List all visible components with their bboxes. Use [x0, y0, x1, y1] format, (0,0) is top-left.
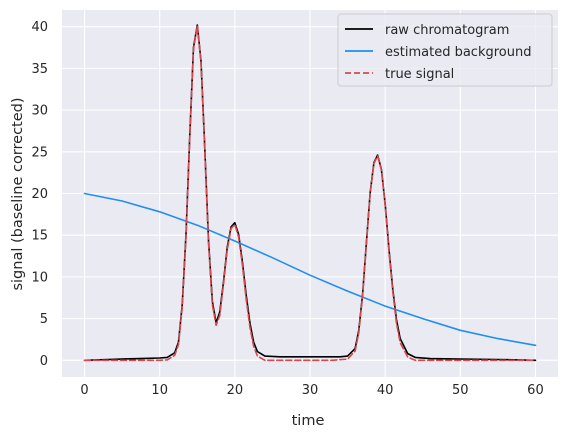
legend-box	[337, 13, 553, 87]
x-tick-label: 60	[527, 383, 544, 398]
legend-label-estimated-background: estimated background	[385, 45, 531, 60]
y-tick-labels: 0 5 10 15 20 25 30 35 40	[31, 20, 48, 369]
y-tick-label: 20	[31, 187, 48, 202]
x-tick-label: 10	[151, 383, 168, 398]
legend-label-true-signal: true signal	[385, 67, 454, 82]
y-tick-label: 10	[31, 270, 48, 285]
x-tick-label: 40	[377, 383, 394, 398]
y-tick-label: 35	[31, 62, 48, 77]
y-tick-label: 15	[31, 229, 48, 244]
y-tick-label: 5	[40, 312, 48, 327]
y-tick-label: 40	[31, 20, 48, 35]
series-lines	[83, 24, 537, 362]
y-tick-label: 30	[31, 104, 48, 119]
y-tick-label: 25	[31, 145, 48, 160]
legend: raw chromatogram estimated background tr…	[337, 13, 553, 87]
x-tick-label: 20	[227, 383, 244, 398]
y-tick-label: 0	[40, 354, 48, 369]
series-line-estimated-background	[83, 192, 537, 347]
x-tick-label: 0	[80, 383, 88, 398]
x-axis-label: time	[292, 413, 325, 429]
y-axis-label: signal (baseline corrected)	[10, 97, 26, 290]
series-line-true-signal	[83, 24, 537, 362]
x-tick-labels: 0 10 20 30 40 50 60	[80, 383, 543, 398]
x-tick-label: 50	[452, 383, 469, 398]
x-tick-label: 30	[302, 383, 319, 398]
legend-label-raw-chromatogram: raw chromatogram	[385, 23, 509, 38]
